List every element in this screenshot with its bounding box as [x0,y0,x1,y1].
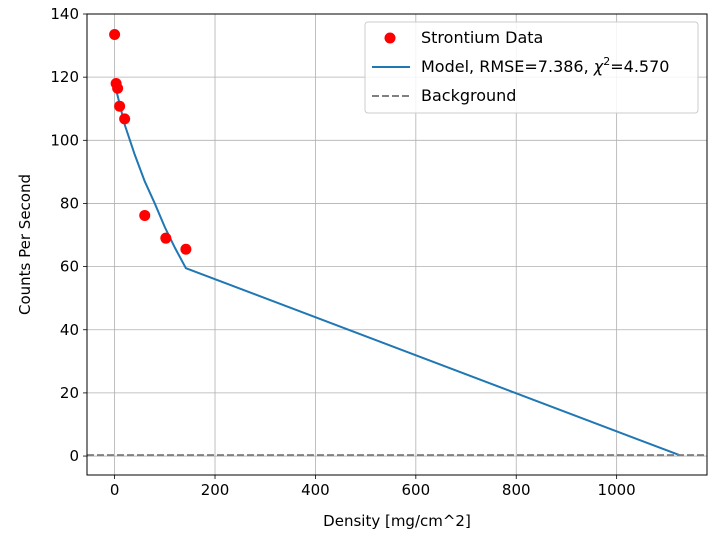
y-axis-ticks: 0 20 40 60 80 100 120 140 [50,5,87,465]
y-tick-label: 20 [60,384,79,402]
x-axis-ticks: 0 200 400 600 800 1000 [110,475,636,499]
data-point [112,82,124,94]
x-tick-label: 200 [201,481,230,499]
data-point [109,29,121,41]
legend-model-prefix: Model, RMSE=7.386, [421,57,594,76]
x-tick-label: 600 [402,481,431,499]
data-point [114,100,126,112]
legend-model-suffix: =4.570 [610,57,669,76]
legend-model-sup: 2 [603,55,610,68]
legend-model-chi: χ [593,57,604,76]
strontium-data-series [109,29,192,255]
data-point [160,232,172,244]
data-point [139,209,151,221]
legend-label-background: Background [421,86,516,105]
legend-marker-strontium-data [384,32,396,44]
legend-box [364,21,699,114]
y-tick-label: 120 [50,68,79,86]
model-series [113,83,680,457]
y-tick-label: 40 [60,321,79,339]
y-tick-label: 0 [69,447,79,465]
x-tick-label: 400 [301,481,330,499]
x-axis-label: Density [mg/cm^2] [323,512,471,530]
model-line [113,83,680,457]
y-axis-label: Counts Per Second [16,174,34,315]
x-tick-label: 0 [110,481,120,499]
data-point [119,113,131,125]
y-tick-label: 80 [60,194,79,212]
legend-label-strontium-data: Strontium Data [421,28,543,47]
x-tick-label: 800 [502,481,531,499]
y-tick-label: 140 [50,5,79,23]
data-point [180,243,192,255]
plot-frame [86,13,708,476]
x-tick-label: 1000 [598,481,636,499]
y-tick-label: 60 [60,258,79,276]
legend-label-model: Model, RMSE=7.386, χ2=4.570 [421,55,669,76]
legend: Strontium Data Model, RMSE=7.386, χ2=4.5… [364,21,699,114]
y-tick-label: 100 [50,131,79,149]
